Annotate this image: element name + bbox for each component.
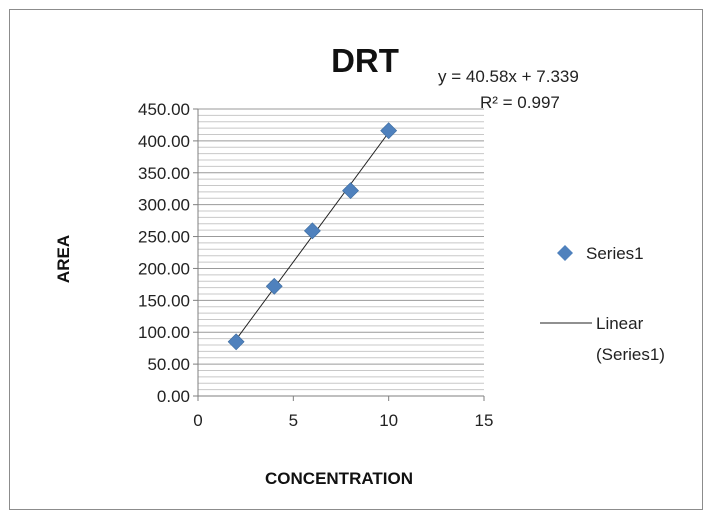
legend-linear-label-line1: Linear: [596, 314, 644, 333]
y-tick-label: 350.00: [138, 164, 190, 183]
x-tick-labels: 0 5 10 15: [193, 411, 493, 430]
trendline-r-squared: R² = 0.997: [480, 93, 560, 112]
grid: [198, 108, 484, 397]
legend: Series1 Linear (Series1): [540, 244, 665, 364]
y-tick-label: 300.00: [138, 196, 190, 215]
trendline-equation: y = 40.58x + 7.339: [438, 67, 579, 86]
y-tick-label: 200.00: [138, 259, 190, 278]
legend-series1-label: Series1: [586, 244, 644, 263]
y-tick-labels: 0.00 50.00 100.00 150.00 200.00 250.00 300.00 3…: [138, 100, 190, 406]
y-tick-label: 100.00: [138, 323, 190, 342]
x-tick-label: 15: [475, 411, 494, 430]
y-tick-label: 450.00: [138, 100, 190, 119]
data-point: [303, 222, 321, 240]
y-tick-label: 250.00: [138, 228, 190, 247]
y-tick-label: 50.00: [147, 355, 190, 374]
chart-title: DRT: [331, 42, 399, 79]
legend-series1-marker: [557, 245, 573, 261]
axes: [193, 108, 485, 401]
scatter-chart: DRT y = 40.58x + 7.339 R² = 0.997 0.0050…: [54, 42, 665, 488]
chart-frame: DRT y = 40.58x + 7.339 R² = 0.997 0.00 50…: [9, 9, 703, 510]
data-point: [380, 122, 398, 140]
x-axis-title: CONCENTRATION: [265, 469, 413, 488]
data-point: [265, 277, 283, 295]
x-tick-label: 5: [289, 411, 298, 430]
data-point: [342, 182, 359, 200]
x-tick-label: 0: [193, 411, 202, 430]
x-tick-label: 10: [379, 411, 398, 430]
legend-linear-label-line2: (Series1): [596, 345, 665, 364]
y-tick-label: 400.00: [138, 132, 190, 151]
data-point: [227, 333, 245, 351]
data-points: [227, 122, 398, 351]
y-tick-label: 150.00: [138, 291, 190, 310]
y-axis-title: AREA: [54, 235, 73, 283]
y-tick-label: 0.00: [157, 387, 190, 406]
